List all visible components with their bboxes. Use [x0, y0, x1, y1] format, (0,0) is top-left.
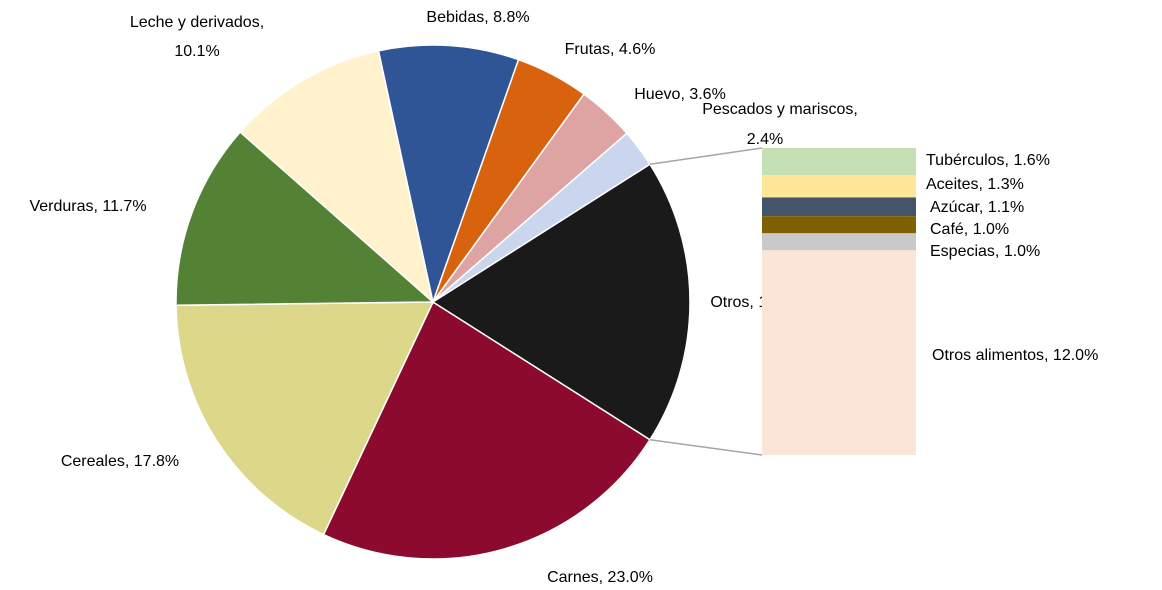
bar-segment [762, 216, 916, 234]
data-label: Frutas, 4.6% [565, 41, 656, 58]
data-label: Leche y derivados, 10.1% [130, 14, 264, 60]
data-label: Especias, 1.0% [930, 243, 1040, 260]
pie-slice [175, 301, 435, 536]
data-label: Cereales, 17.8% [61, 453, 179, 470]
connector [649, 147, 763, 166]
data-label: Bebidas, 8.8% [426, 9, 529, 26]
data-label: Otros alimentos, 12.0% [932, 347, 1098, 364]
bar-segment [762, 148, 916, 176]
data-label: Carnes, 23.0% [547, 569, 653, 586]
pie-slice [239, 49, 435, 305]
data-label: Aceites, 1.3% [926, 176, 1024, 193]
bar-segment [762, 233, 916, 251]
connector [649, 438, 763, 456]
pie-slice [322, 300, 652, 560]
pie-slice [431, 163, 691, 441]
data-label: Café, 1.0% [930, 221, 1009, 238]
data-label: Tubérculos, 1.6% [926, 152, 1050, 169]
pie-slice [175, 130, 435, 306]
bar-segment [762, 250, 916, 455]
bar-segment [762, 197, 916, 217]
data-label: Huevo, 3.6% [634, 86, 726, 103]
data-label: Pescados y mariscos, 2.4% [702, 101, 858, 148]
pie-slice [377, 44, 520, 305]
data-label: Verduras, 11.7% [29, 198, 146, 215]
bar-segment [762, 175, 916, 198]
data-label: Azúcar, 1.1% [930, 199, 1024, 216]
